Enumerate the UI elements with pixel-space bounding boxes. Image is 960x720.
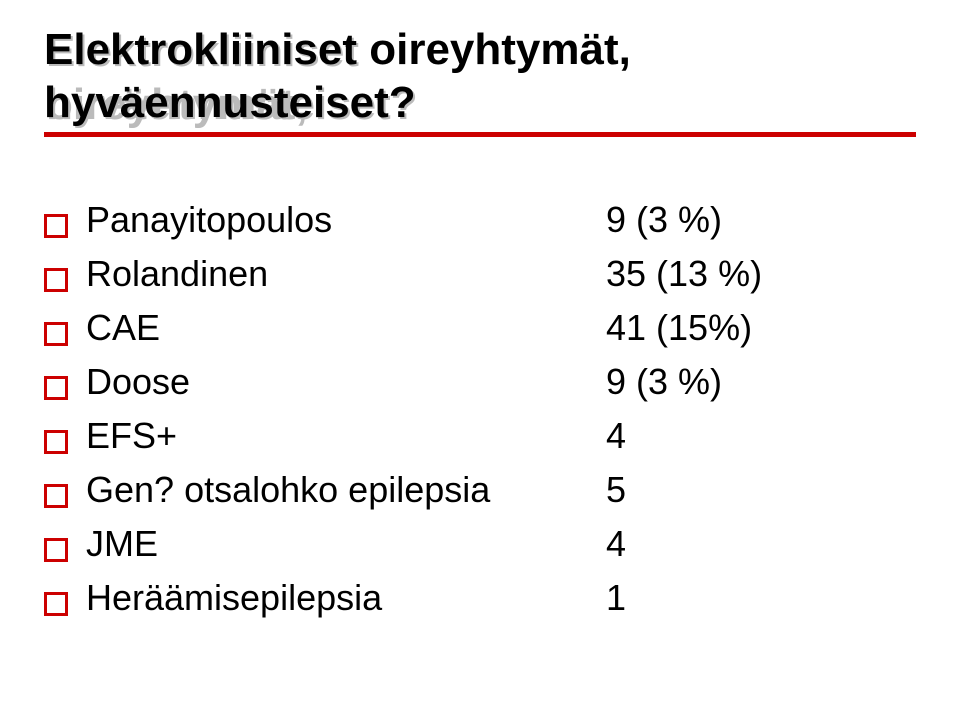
item-value: 5 xyxy=(606,469,626,511)
title-text-line2: hyväennusteiset? xyxy=(44,78,416,127)
item-label: EFS+ xyxy=(86,415,606,457)
bullet-icon xyxy=(44,484,68,508)
item-label: Gen? otsalohko epilepsia xyxy=(86,469,606,511)
item-label: CAE xyxy=(86,307,606,349)
item-value: 1 xyxy=(606,577,626,619)
title-text-line1: Elektrokliiniset oireyhtymät, xyxy=(44,25,631,74)
watermark-cover-box xyxy=(430,80,730,128)
item-label: Doose xyxy=(86,361,606,403)
item-value: 35 (13 %) xyxy=(606,253,762,295)
list-item: Doose 9 (3 %) xyxy=(44,361,916,403)
item-label: JME xyxy=(86,523,606,565)
item-value: 9 (3 %) xyxy=(606,361,722,403)
title-line-2-wrapper: hyväennusteiset? hyväennusteiset? xyxy=(44,77,416,130)
bullet-icon xyxy=(44,430,68,454)
slide: Elektrokliiniset oireyhtymät, Elektrokli… xyxy=(0,0,960,720)
list-item: Rolandinen 35 (13 %) xyxy=(44,253,916,295)
bullet-icon xyxy=(44,592,68,616)
item-list: Panayitopoulos 9 (3 %) Rolandinen 35 (13… xyxy=(44,199,916,619)
item-label: Heräämisepilepsia xyxy=(86,577,606,619)
list-item: Panayitopoulos 9 (3 %) xyxy=(44,199,916,241)
item-label: Rolandinen xyxy=(86,253,606,295)
item-value: 4 xyxy=(606,523,626,565)
list-item: Gen? otsalohko epilepsia 5 xyxy=(44,469,916,511)
bullet-icon xyxy=(44,322,68,346)
bullet-icon xyxy=(44,268,68,292)
list-item: JME 4 xyxy=(44,523,916,565)
bullet-icon xyxy=(44,376,68,400)
bullet-icon xyxy=(44,214,68,238)
item-label: Panayitopoulos xyxy=(86,199,606,241)
bullet-icon xyxy=(44,538,68,562)
title-line-1-wrapper: Elektrokliiniset oireyhtymät, Elektrokli… xyxy=(44,24,631,77)
item-value: 41 (15%) xyxy=(606,307,752,349)
list-item: EFS+ 4 xyxy=(44,415,916,457)
list-item: Heräämisepilepsia 1 xyxy=(44,577,916,619)
title-underline xyxy=(44,132,916,137)
list-item: CAE 41 (15%) xyxy=(44,307,916,349)
item-value: 4 xyxy=(606,415,626,457)
item-value: 9 (3 %) xyxy=(606,199,722,241)
